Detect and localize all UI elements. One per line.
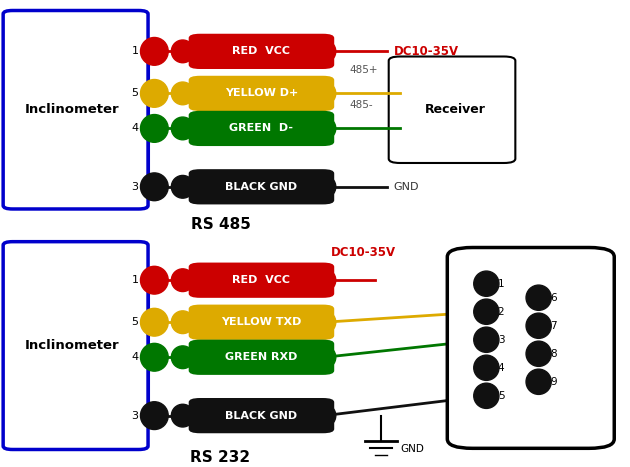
Text: 8: 8 <box>550 349 557 359</box>
Ellipse shape <box>171 176 194 198</box>
Ellipse shape <box>140 173 168 201</box>
Text: 1: 1 <box>498 279 505 289</box>
Text: 5: 5 <box>498 391 505 401</box>
Ellipse shape <box>526 313 551 339</box>
Text: GND: GND <box>400 445 424 454</box>
FancyBboxPatch shape <box>189 340 334 375</box>
FancyBboxPatch shape <box>389 57 515 163</box>
Ellipse shape <box>313 176 336 198</box>
Ellipse shape <box>313 40 336 63</box>
Text: BLACK GND: BLACK GND <box>226 182 297 192</box>
Text: 1: 1 <box>132 46 139 57</box>
Text: 2: 2 <box>498 307 505 317</box>
Text: GREEN  D-: GREEN D- <box>229 123 294 134</box>
Text: DC10-35V: DC10-35V <box>331 246 396 259</box>
Ellipse shape <box>526 341 551 367</box>
Ellipse shape <box>171 404 194 427</box>
FancyBboxPatch shape <box>3 242 148 449</box>
Text: 3: 3 <box>498 335 505 345</box>
Text: Receiver: Receiver <box>425 103 486 116</box>
Ellipse shape <box>140 79 168 107</box>
Text: 4: 4 <box>132 352 139 362</box>
Ellipse shape <box>140 114 168 142</box>
Text: GND: GND <box>394 182 419 192</box>
Ellipse shape <box>171 117 194 140</box>
Text: 1: 1 <box>132 275 139 285</box>
Text: 4: 4 <box>132 123 139 134</box>
Text: 485-: 485- <box>350 100 373 110</box>
Ellipse shape <box>474 299 499 325</box>
Text: 3: 3 <box>132 182 139 192</box>
Text: RS 232: RS 232 <box>190 450 251 465</box>
Text: 5: 5 <box>132 317 139 327</box>
Ellipse shape <box>140 402 168 430</box>
FancyBboxPatch shape <box>189 304 334 340</box>
Text: RS 485: RS 485 <box>190 217 251 232</box>
Ellipse shape <box>171 40 194 63</box>
Text: YELLOW D+: YELLOW D+ <box>225 88 298 99</box>
Ellipse shape <box>474 355 499 381</box>
Text: RED  VCC: RED VCC <box>232 46 290 57</box>
FancyBboxPatch shape <box>3 11 148 209</box>
Ellipse shape <box>474 327 499 353</box>
Ellipse shape <box>313 311 336 333</box>
Ellipse shape <box>313 82 336 105</box>
Ellipse shape <box>171 346 194 368</box>
Ellipse shape <box>313 404 336 427</box>
Text: Inclinometer: Inclinometer <box>25 339 120 352</box>
Ellipse shape <box>313 269 336 291</box>
Text: DC10-35V: DC10-35V <box>394 45 459 58</box>
FancyBboxPatch shape <box>447 248 614 448</box>
Text: RED  VCC: RED VCC <box>232 275 290 285</box>
Ellipse shape <box>140 37 168 65</box>
Ellipse shape <box>313 117 336 140</box>
Ellipse shape <box>140 308 168 336</box>
Ellipse shape <box>171 82 194 105</box>
Text: GREEN RXD: GREEN RXD <box>226 352 297 362</box>
Ellipse shape <box>171 269 194 291</box>
Text: 5: 5 <box>132 88 139 99</box>
FancyBboxPatch shape <box>189 111 334 146</box>
Ellipse shape <box>526 285 551 311</box>
Text: YELLOW TXD: YELLOW TXD <box>221 317 302 327</box>
Text: 4: 4 <box>498 363 505 373</box>
Text: BLACK GND: BLACK GND <box>226 410 297 421</box>
Ellipse shape <box>140 343 168 371</box>
Text: 6: 6 <box>550 293 557 303</box>
FancyBboxPatch shape <box>189 76 334 111</box>
Ellipse shape <box>313 346 336 368</box>
Text: 3: 3 <box>132 410 139 421</box>
Ellipse shape <box>140 266 168 294</box>
Ellipse shape <box>526 369 551 395</box>
Text: 9: 9 <box>550 377 557 387</box>
Text: 7: 7 <box>550 321 557 331</box>
FancyBboxPatch shape <box>189 398 334 433</box>
Ellipse shape <box>474 383 499 409</box>
Ellipse shape <box>474 271 499 297</box>
FancyBboxPatch shape <box>189 169 334 205</box>
Ellipse shape <box>171 311 194 333</box>
FancyBboxPatch shape <box>189 262 334 298</box>
FancyBboxPatch shape <box>189 34 334 69</box>
Text: Inclinometer: Inclinometer <box>25 103 120 116</box>
Text: 485+: 485+ <box>350 65 378 75</box>
